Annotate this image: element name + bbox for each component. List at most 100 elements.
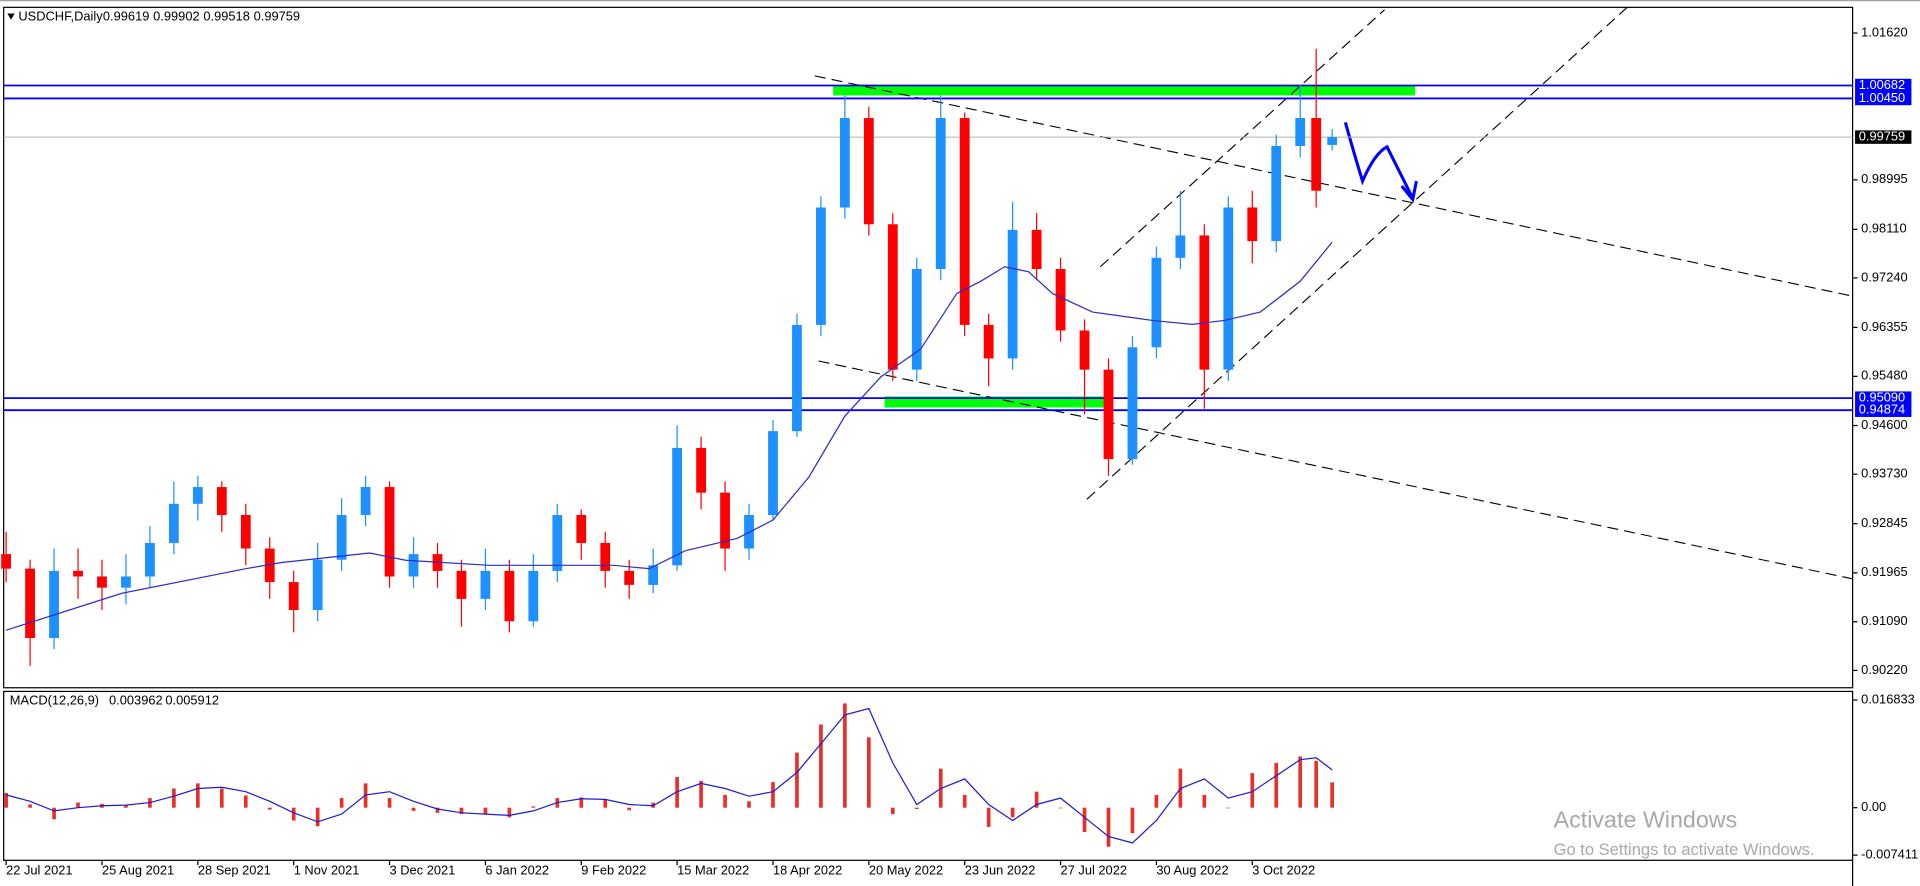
header-open: 0.99619 xyxy=(103,9,149,24)
macd-histogram-bar xyxy=(1250,773,1255,808)
candle-body xyxy=(1247,207,1258,242)
candle-body xyxy=(672,447,683,566)
x-tick-label: 3 Oct 2022 xyxy=(1252,863,1315,878)
macd-histogram-bar xyxy=(1154,794,1159,808)
candle-body xyxy=(1031,229,1042,269)
macd-histogram-bar xyxy=(1314,760,1319,808)
candle-body xyxy=(1151,257,1162,348)
candle-body xyxy=(1223,207,1234,370)
level-label-box xyxy=(1855,91,1912,106)
y-tick-label: 0.94600 xyxy=(1861,417,1907,432)
macd-histogram-bar xyxy=(291,807,296,821)
candle-body xyxy=(168,503,179,543)
y-tick-label: 0.98110 xyxy=(1861,221,1907,236)
price-panel-frame xyxy=(3,6,1854,689)
macd-histogram-bar xyxy=(315,807,320,827)
symbol-menu-arrow[interactable] xyxy=(7,13,15,20)
candle-body xyxy=(145,542,155,577)
macd-histogram-bar xyxy=(267,807,272,810)
candle-body xyxy=(25,568,35,638)
level-label: 0.94874 xyxy=(1859,402,1905,417)
candle-body xyxy=(600,542,611,571)
y-tick-label: 0.95480 xyxy=(1861,368,1907,383)
macd-y-tick-label: -0.007411 xyxy=(1861,847,1918,862)
y-tick-label: 0.91965 xyxy=(1861,564,1907,579)
candle-body xyxy=(1199,235,1210,370)
candle-body xyxy=(552,514,563,571)
macd-histogram-bar xyxy=(723,794,727,808)
macd-histogram-bar xyxy=(76,802,80,808)
macd-histogram-bar xyxy=(435,807,440,813)
candle-body xyxy=(624,570,635,585)
candle-body xyxy=(1175,235,1186,258)
descending-trendline-upper[interactable] xyxy=(814,75,1853,297)
y-tick-label: 0.98995 xyxy=(1861,171,1907,186)
y-tick-label: 0.96355 xyxy=(1861,319,1907,334)
x-tick-label: 22 Jul 2021 xyxy=(6,863,72,878)
macd-histogram-bar xyxy=(747,801,751,808)
macd-histogram-bar xyxy=(1106,807,1111,847)
candle-body xyxy=(121,576,131,588)
candle-body xyxy=(720,492,730,549)
candle-body xyxy=(264,548,275,583)
x-tick-label: 18 Apr 2022 xyxy=(773,863,842,878)
moving-average xyxy=(5,241,1333,631)
channel-upper-line[interactable] xyxy=(1099,9,1385,268)
y-tick-label: 0.93730 xyxy=(1861,466,1907,481)
candle-body xyxy=(1295,118,1306,146)
candle-body xyxy=(1127,347,1138,460)
candle-body xyxy=(456,570,467,599)
x-tick-label: 28 Sep 2021 xyxy=(198,863,271,878)
channel-lower-line[interactable] xyxy=(1086,6,1628,500)
candle-body xyxy=(73,570,83,577)
macd-header: MACD(12,26,9) 0.003962 0.005912 xyxy=(10,693,219,708)
level-label: 1.00450 xyxy=(1859,90,1905,105)
level-label-box xyxy=(1855,403,1912,417)
candle-body xyxy=(863,118,874,225)
macd-histogram-bar xyxy=(339,798,344,808)
macd-histogram-bar xyxy=(603,800,608,808)
macd-histogram-bar xyxy=(52,807,56,820)
candle-body xyxy=(1327,137,1338,145)
x-tick-label: 20 May 2022 xyxy=(869,863,943,878)
candle-body xyxy=(1,554,12,569)
macd-histogram-bar xyxy=(771,782,775,808)
candle-body xyxy=(792,324,802,432)
candle-body xyxy=(192,487,203,504)
candle-body xyxy=(959,118,970,325)
macd-histogram-bar xyxy=(795,752,799,808)
x-tick-label: 27 Jul 2022 xyxy=(1061,863,1127,878)
macd-histogram-bar xyxy=(579,797,584,808)
resistance-zone[interactable] xyxy=(833,85,1416,96)
x-tick-label: 6 Jan 2022 xyxy=(485,863,549,878)
current-price-box xyxy=(1855,130,1912,144)
header-low: 0.99518 xyxy=(203,9,249,24)
support-zone[interactable] xyxy=(884,396,1109,408)
x-tick-label: 3 Dec 2021 xyxy=(390,863,456,878)
candle-body xyxy=(935,118,946,269)
x-tick-label: 30 Aug 2022 xyxy=(1156,863,1228,878)
macd-histogram-bar xyxy=(1034,791,1039,808)
macd-histogram-bar xyxy=(986,807,991,827)
candle-body xyxy=(887,224,898,370)
macd-histogram-bar xyxy=(1130,807,1135,834)
projection-arrow[interactable] xyxy=(1343,121,1413,197)
candle-body xyxy=(384,487,395,577)
macd-histogram-bar xyxy=(914,807,919,809)
level-label: 0.95090 xyxy=(1859,390,1905,405)
symbol-title: USDCHF,Daily xyxy=(18,9,103,24)
projection-arrowhead[interactable] xyxy=(1400,180,1418,203)
candle-body xyxy=(360,487,371,515)
macd-histogram-bar xyxy=(1058,807,1063,809)
macd-histogram-bar xyxy=(962,794,967,808)
macd-histogram-bar xyxy=(1082,807,1087,833)
candle-body xyxy=(576,514,587,543)
candle-body xyxy=(1271,145,1282,242)
candle-body xyxy=(816,207,826,325)
macd-histogram-bar xyxy=(243,795,248,808)
macd-histogram-bar xyxy=(890,807,895,815)
macd-histogram-bar xyxy=(459,807,464,815)
macd-y-tick-label: 0.00 xyxy=(1861,799,1886,814)
candle-body xyxy=(336,514,347,560)
